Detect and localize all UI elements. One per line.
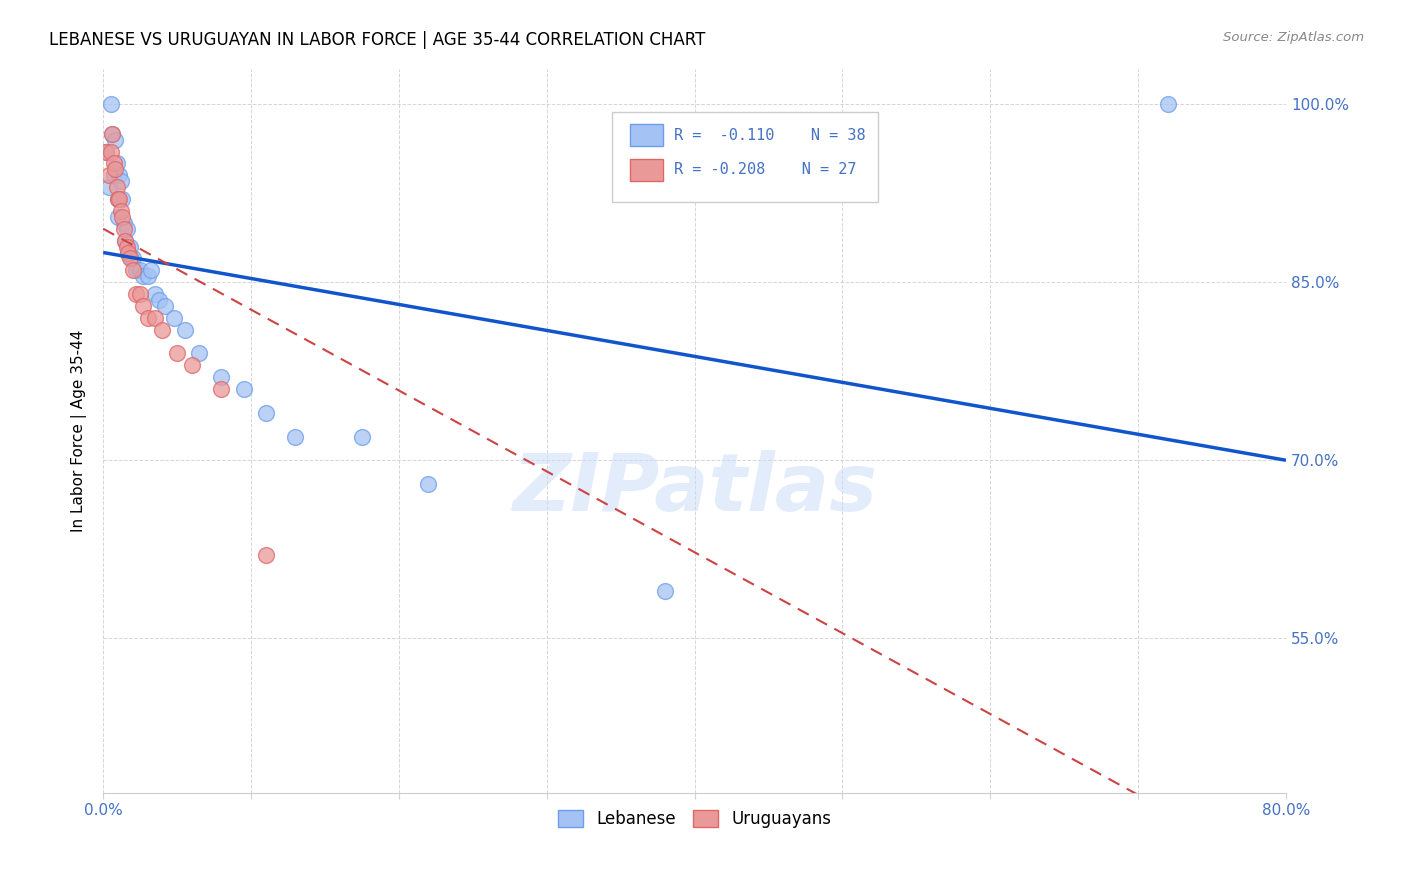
Point bbox=[350, 429, 373, 443]
Point bbox=[254, 548, 277, 562]
Point bbox=[173, 323, 195, 337]
Point bbox=[112, 216, 135, 230]
FancyBboxPatch shape bbox=[612, 112, 877, 202]
Point bbox=[108, 169, 131, 183]
Point bbox=[132, 299, 155, 313]
Point bbox=[143, 310, 166, 325]
Point bbox=[150, 323, 173, 337]
Point bbox=[121, 263, 143, 277]
Point bbox=[110, 174, 132, 188]
Point bbox=[96, 145, 118, 159]
Point bbox=[232, 382, 254, 396]
Text: R = -0.208    N = 27: R = -0.208 N = 27 bbox=[675, 162, 858, 178]
Point bbox=[129, 287, 152, 301]
Point bbox=[115, 239, 138, 253]
Point bbox=[125, 287, 148, 301]
Point bbox=[155, 299, 177, 313]
FancyBboxPatch shape bbox=[630, 124, 662, 146]
Point bbox=[105, 180, 128, 194]
Point bbox=[163, 310, 186, 325]
Point bbox=[101, 127, 124, 141]
Point bbox=[136, 310, 159, 325]
Point bbox=[148, 293, 170, 307]
Point bbox=[211, 370, 233, 384]
Point bbox=[111, 210, 134, 224]
Point bbox=[115, 221, 138, 235]
Point bbox=[120, 252, 142, 266]
Point bbox=[105, 156, 128, 170]
Point bbox=[654, 583, 676, 598]
Point bbox=[132, 269, 155, 284]
Point bbox=[108, 192, 131, 206]
Point bbox=[101, 127, 124, 141]
Point bbox=[180, 359, 202, 373]
Point bbox=[100, 97, 122, 112]
Point bbox=[143, 287, 166, 301]
Text: LEBANESE VS URUGUAYAN IN LABOR FORCE | AGE 35-44 CORRELATION CHART: LEBANESE VS URUGUAYAN IN LABOR FORCE | A… bbox=[49, 31, 706, 49]
Point bbox=[107, 210, 129, 224]
Point bbox=[103, 156, 125, 170]
Point bbox=[125, 263, 148, 277]
Point bbox=[117, 245, 139, 260]
Point bbox=[129, 263, 152, 277]
Point bbox=[111, 192, 134, 206]
Point bbox=[98, 180, 121, 194]
Point bbox=[100, 145, 122, 159]
Point bbox=[139, 263, 162, 277]
Point bbox=[96, 145, 118, 159]
Point bbox=[104, 162, 127, 177]
Point bbox=[121, 252, 143, 266]
Point bbox=[104, 133, 127, 147]
Point bbox=[418, 477, 440, 491]
Point bbox=[284, 429, 307, 443]
Point bbox=[112, 221, 135, 235]
Point bbox=[107, 192, 129, 206]
Point bbox=[117, 245, 139, 260]
Text: R =  -0.110    N = 38: R = -0.110 N = 38 bbox=[675, 128, 866, 143]
Point bbox=[188, 346, 211, 360]
FancyBboxPatch shape bbox=[630, 159, 662, 181]
Point bbox=[118, 252, 141, 266]
Text: Source: ZipAtlas.com: Source: ZipAtlas.com bbox=[1223, 31, 1364, 45]
Point bbox=[110, 204, 132, 219]
Y-axis label: In Labor Force | Age 35-44: In Labor Force | Age 35-44 bbox=[72, 329, 87, 532]
Point bbox=[107, 192, 129, 206]
Point bbox=[118, 239, 141, 253]
Point bbox=[254, 406, 277, 420]
Point bbox=[103, 169, 125, 183]
Legend: Lebanese, Uruguayans: Lebanese, Uruguayans bbox=[551, 804, 838, 835]
Point bbox=[1157, 97, 1180, 112]
Point bbox=[211, 382, 233, 396]
Point bbox=[166, 346, 188, 360]
Point bbox=[114, 234, 136, 248]
Point bbox=[114, 234, 136, 248]
Point bbox=[98, 169, 121, 183]
Text: ZIPatlas: ZIPatlas bbox=[512, 450, 877, 527]
Point bbox=[136, 269, 159, 284]
